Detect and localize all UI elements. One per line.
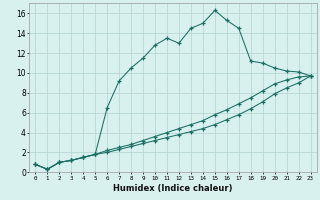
- X-axis label: Humidex (Indice chaleur): Humidex (Indice chaleur): [113, 184, 233, 193]
